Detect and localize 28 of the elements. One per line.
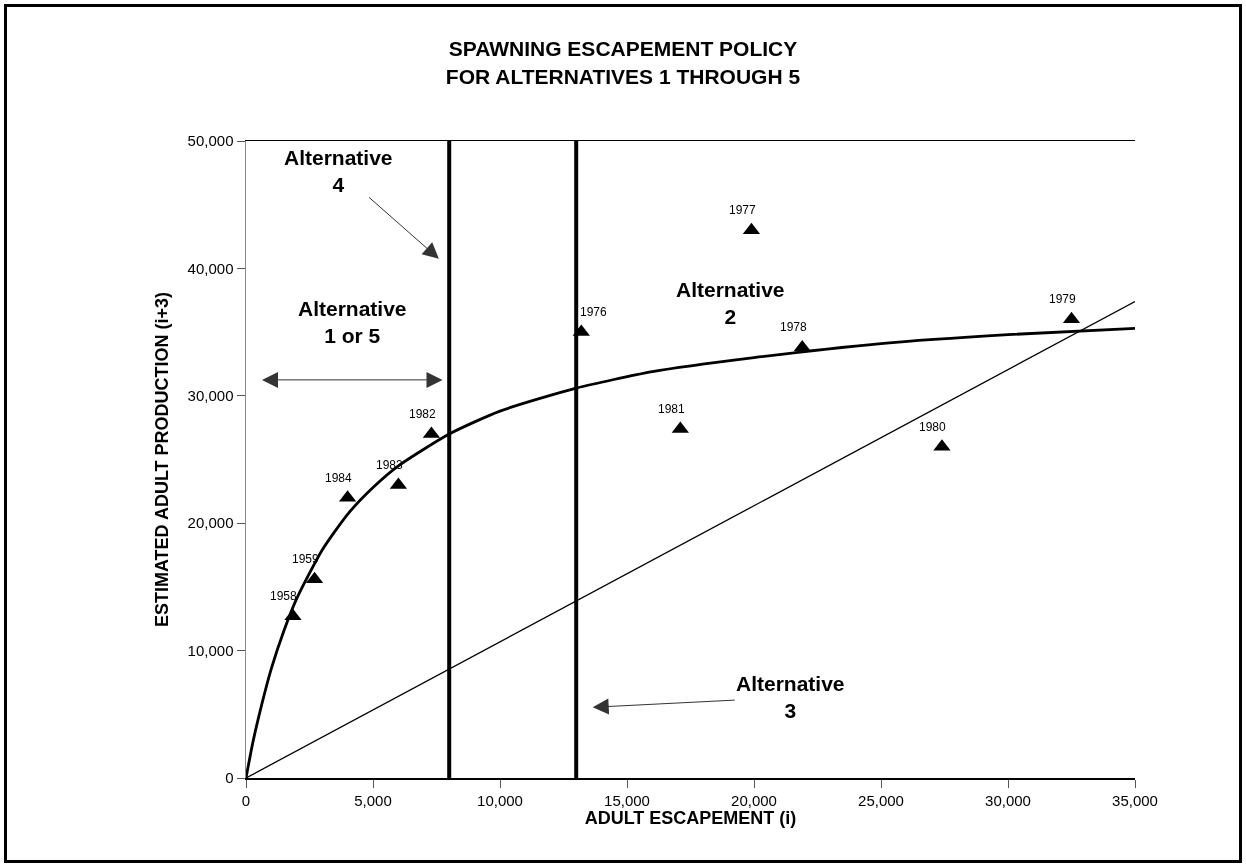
y-tick-label: 10,000 (187, 641, 234, 659)
annotation: 1984 (325, 471, 353, 485)
x-axis-title: ADULT ESCAPEMENT (i) (584, 808, 797, 829)
annotation: 1980 (919, 420, 947, 434)
y-tick-label: 40,000 (187, 259, 234, 277)
x-tick-label: 25,000 (858, 791, 904, 809)
annotation: 1977 (729, 203, 757, 217)
y-tick-label: 50,000 (187, 132, 234, 150)
annotation: 1982 (409, 407, 437, 421)
x-tick-label: 15,000 (604, 791, 650, 809)
annotation: Alternative 1 or 5 (298, 297, 407, 348)
annotation: 1958 (270, 589, 298, 603)
x-tick-label: 20,000 (731, 791, 777, 809)
annotation: 1979 (1049, 292, 1077, 306)
chart-title: SPAWNING ESCAPEMENT POLICY FOR ALTERNATIVES 1 THROUGH 5 (445, 37, 801, 88)
y-axis-title: ESTIMATED ADULT PRODUCTION (i+3) (152, 291, 173, 628)
x-tick-label: 35,000 (1112, 791, 1158, 809)
annotation: Alternative 3 (736, 672, 845, 723)
annotation: 1976 (580, 305, 608, 319)
x-tick-label: 10,000 (477, 791, 523, 809)
annotation: Alternative 4 (284, 146, 393, 197)
y-tick-label: 20,000 (187, 514, 234, 532)
y-tick-label: 0 (225, 769, 234, 787)
y-tick-label: 30,000 (187, 387, 234, 405)
x-tick-label: 30,000 (985, 791, 1031, 809)
x-tick-label: 0 (241, 791, 251, 809)
annotation: 1981 (658, 402, 686, 416)
x-tick-label: 5,000 (354, 791, 392, 809)
